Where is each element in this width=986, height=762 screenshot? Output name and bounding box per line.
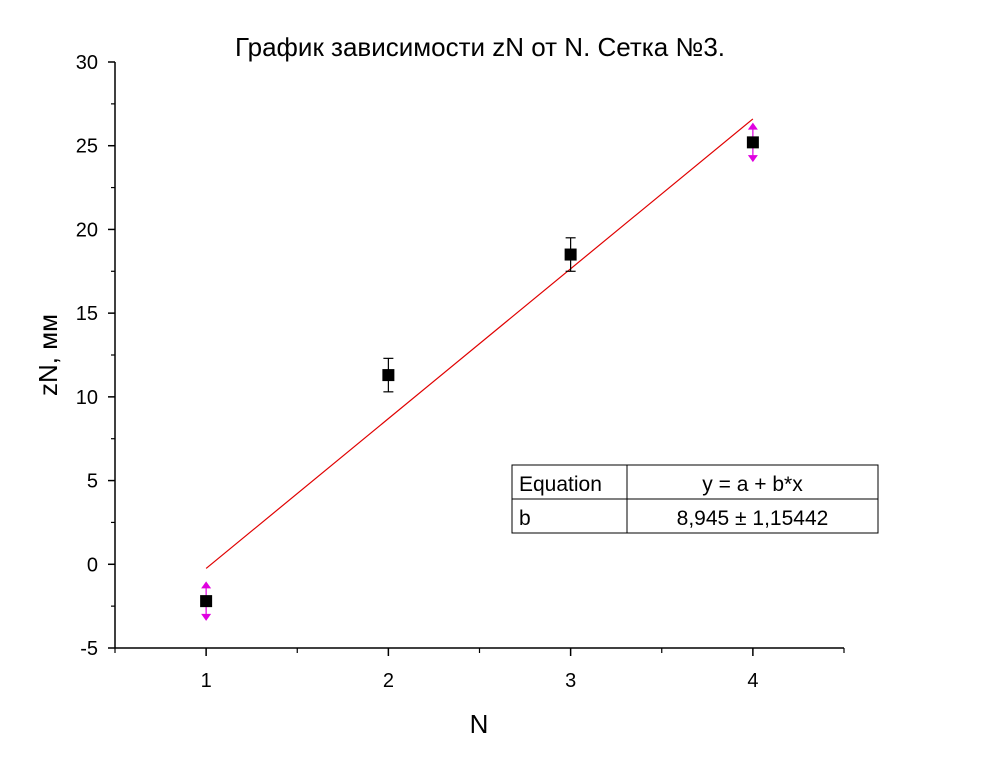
x-tick-label: 4	[747, 670, 758, 692]
y-tick-label: 25	[76, 136, 98, 158]
data-point	[564, 248, 577, 261]
fit-line	[205, 118, 754, 569]
data-points	[200, 122, 759, 621]
x-axis-label: N	[470, 709, 489, 739]
error-bar-cap-bottom	[747, 155, 758, 163]
table-cell-label: b	[519, 507, 531, 530]
x-tick-label: 2	[383, 670, 394, 692]
y-tick-label: 30	[76, 52, 98, 74]
y-tick-label: -5	[80, 638, 98, 660]
fit-results-table: Equation y = a + b*x b 8,945 ± 1,15442	[511, 464, 879, 534]
table-cell-label: Equation	[519, 473, 602, 496]
table-cell-value: 8,945 ± 1,15442	[677, 507, 829, 530]
y-tick-label: 5	[87, 471, 98, 493]
error-bar-cap-top	[201, 581, 212, 589]
data-point	[746, 136, 759, 149]
axes: -5 0 5 10 15 20 25 30 1 2 3 4	[76, 52, 845, 692]
data-point	[382, 369, 395, 382]
y-tick-label: 0	[87, 554, 98, 576]
y-tick-label: 20	[76, 219, 98, 241]
y-axis-label: zN, мм	[33, 314, 63, 396]
error-bar-cap-top	[747, 122, 758, 130]
x-tick-label: 1	[201, 670, 212, 692]
y-tick-label: 10	[76, 387, 98, 409]
x-tick-label: 3	[565, 670, 576, 692]
fit-line-group	[205, 118, 754, 569]
y-tick-label: 15	[76, 303, 98, 325]
data-point	[200, 595, 213, 608]
error-bar-cap-bottom	[201, 613, 212, 621]
chart-title: График зависимости zN от N. Сетка №3.	[235, 32, 725, 62]
table-cell-value: y = a + b*x	[702, 473, 803, 496]
